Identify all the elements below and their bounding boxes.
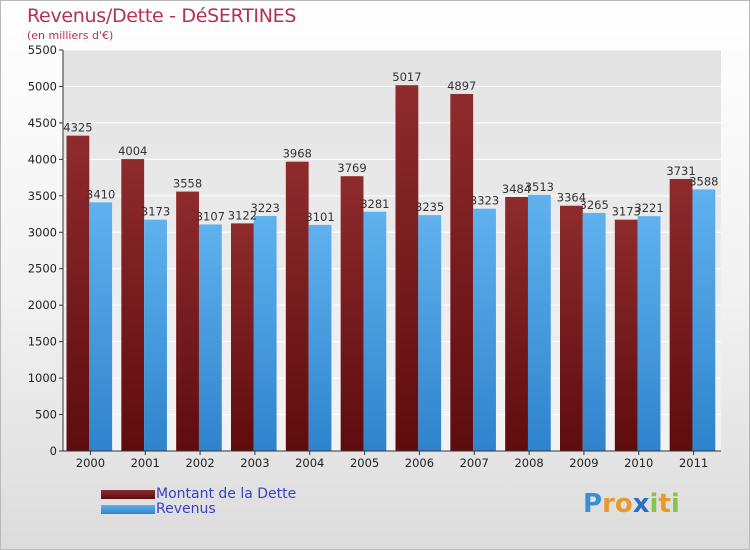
x-tick-label: 2000 <box>76 456 105 470</box>
label-debt: 4325 <box>63 121 92 135</box>
label-revenue: 3173 <box>141 205 170 219</box>
label-revenue: 3221 <box>634 201 663 215</box>
x-tick-label: 2006 <box>405 456 434 470</box>
label-revenue: 3323 <box>470 194 499 208</box>
unit-label: (en milliers d'€) <box>27 29 114 42</box>
legend-revenue-swatch <box>101 505 155 514</box>
label-debt: 3364 <box>557 191 586 205</box>
y-tick-label: 2000 <box>28 298 57 312</box>
label-debt: 3731 <box>666 164 695 178</box>
bar-revenue <box>637 216 661 451</box>
x-tick-label: 2003 <box>240 456 269 470</box>
label-debt: 4004 <box>118 144 147 158</box>
bar-revenue <box>198 224 222 451</box>
y-tick-label: 500 <box>35 408 57 422</box>
label-revenue: 3281 <box>360 197 389 211</box>
label-revenue: 3410 <box>86 187 115 201</box>
y-tick-label: 3500 <box>28 189 57 203</box>
bar-debt <box>231 223 254 451</box>
y-tick-label: 3000 <box>28 225 57 239</box>
x-tick-label: 2005 <box>350 456 379 470</box>
bar-revenue <box>308 224 332 451</box>
label-debt: 3173 <box>612 205 641 219</box>
bar-debt <box>560 205 583 451</box>
y-tick-label: 1000 <box>28 371 57 385</box>
bar-revenue <box>692 189 716 452</box>
label-revenue: 3223 <box>251 201 280 215</box>
x-tick-label: 2011 <box>679 456 708 470</box>
label-revenue: 3101 <box>305 210 334 224</box>
y-tick-label: 5000 <box>28 79 57 93</box>
logo-letter: P <box>583 489 603 519</box>
bar-debt <box>395 85 419 451</box>
bar-debt <box>121 159 145 451</box>
x-tick-label: 2001 <box>131 456 160 470</box>
logo-letter: x <box>632 489 650 519</box>
bar-debt <box>669 178 693 451</box>
bar-revenue <box>144 219 167 451</box>
logo-letter: i <box>649 489 659 519</box>
bar-debt <box>614 219 638 451</box>
label-debt: 3769 <box>337 161 366 175</box>
label-debt: 4897 <box>447 79 476 93</box>
legend-debt-swatch <box>101 490 155 499</box>
x-tick-label: 2007 <box>460 456 489 470</box>
bar-debt <box>340 176 364 452</box>
bar-revenue <box>473 208 496 451</box>
label-debt: 3484 <box>502 182 531 196</box>
plot-area <box>63 50 721 451</box>
proxiti-logo: Proxiti <box>583 489 680 519</box>
chart-title: Revenus/Dette - DéSERTINES <box>27 5 297 27</box>
logo-letter: i <box>670 489 680 519</box>
x-tick-label: 2004 <box>295 456 324 470</box>
y-tick-label: 5500 <box>28 43 57 57</box>
label-debt: 5017 <box>392 70 421 84</box>
x-tick-label: 2008 <box>514 456 543 470</box>
bar-revenue <box>582 212 606 451</box>
label-revenue: 3588 <box>689 174 718 188</box>
label-debt: 3968 <box>283 147 312 161</box>
bar-revenue <box>253 216 277 451</box>
label-revenue: 3107 <box>196 209 225 223</box>
legend-debt-label: Montant de la Dette <box>156 486 297 502</box>
label-revenue: 3265 <box>580 198 609 212</box>
bar-revenue <box>89 202 113 451</box>
bar-debt <box>505 196 528 451</box>
logo-letter: t <box>658 489 671 519</box>
y-tick-label: 4500 <box>28 116 57 130</box>
y-tick-label: 4000 <box>28 152 57 166</box>
y-tick-label: 2500 <box>28 262 57 276</box>
y-tick-label: 0 <box>50 444 57 458</box>
x-tick-label: 2010 <box>624 456 653 470</box>
y-tick-label: 1500 <box>28 335 57 349</box>
legend-revenue-label: Revenus <box>156 501 216 517</box>
bar-revenue <box>363 211 387 451</box>
label-revenue: 3513 <box>525 180 554 194</box>
x-tick-label: 2002 <box>185 456 214 470</box>
x-tick-label: 2009 <box>569 456 598 470</box>
bar-debt <box>450 93 474 452</box>
logo-letter: r <box>602 489 615 519</box>
bar-revenue <box>418 215 442 451</box>
label-debt: 3122 <box>228 208 257 222</box>
label-debt: 3558 <box>173 177 202 191</box>
bar-debt <box>176 191 199 451</box>
label-revenue: 3235 <box>415 200 444 214</box>
bar-debt <box>66 135 90 451</box>
bar-revenue <box>527 194 551 451</box>
logo-letter: o <box>614 489 633 519</box>
bar-debt <box>285 161 309 452</box>
